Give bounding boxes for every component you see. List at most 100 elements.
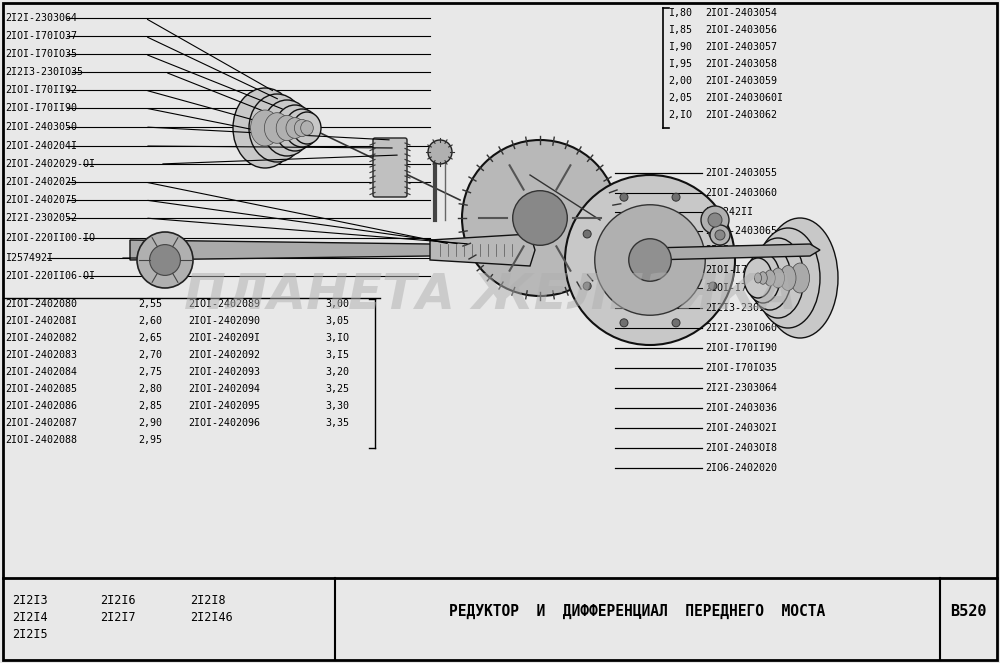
- Circle shape: [672, 193, 680, 201]
- Ellipse shape: [744, 258, 772, 298]
- Text: 2IOI-2402025: 2IOI-2402025: [5, 177, 77, 187]
- Circle shape: [137, 232, 193, 288]
- Circle shape: [710, 225, 730, 245]
- Text: 2IOI-2402075: 2IOI-2402075: [5, 195, 77, 205]
- Text: 2,70: 2,70: [138, 350, 162, 360]
- Text: 2I2I8: 2I2I8: [190, 594, 226, 607]
- Text: 2,80: 2,80: [138, 384, 162, 394]
- Text: 2,60: 2,60: [138, 316, 162, 326]
- Text: 2I2I7: 2I2I7: [100, 611, 136, 624]
- Text: 2IOI-2402088: 2IOI-2402088: [5, 435, 77, 445]
- Ellipse shape: [756, 228, 820, 328]
- FancyBboxPatch shape: [373, 138, 407, 197]
- Text: 2,55: 2,55: [138, 299, 162, 309]
- Circle shape: [462, 140, 618, 296]
- Polygon shape: [130, 240, 440, 260]
- Ellipse shape: [749, 246, 791, 310]
- Text: 2IOI-2403056: 2IOI-2403056: [705, 25, 777, 35]
- Text: 2IOI-2402085: 2IOI-2402085: [5, 384, 77, 394]
- Circle shape: [565, 175, 735, 345]
- Circle shape: [708, 213, 722, 227]
- Ellipse shape: [276, 115, 298, 141]
- Circle shape: [513, 191, 567, 245]
- Text: 2,95: 2,95: [138, 435, 162, 445]
- Text: 2I2I4: 2I2I4: [12, 611, 48, 624]
- Text: 2IOI-220II00-IO: 2IOI-220II00-IO: [5, 233, 95, 243]
- Text: I38242II: I38242II: [705, 207, 753, 217]
- Text: 2IOI-2403O2I: 2IOI-2403O2I: [705, 423, 777, 433]
- Text: 2IOI-2403036: 2IOI-2403036: [705, 403, 777, 413]
- Ellipse shape: [249, 94, 305, 162]
- Ellipse shape: [752, 238, 804, 318]
- Text: 3,IO: 3,IO: [325, 333, 349, 343]
- Text: 2IOI-2402083: 2IOI-2402083: [5, 350, 77, 360]
- Text: 2IOI-2403054: 2IOI-2403054: [705, 8, 777, 18]
- Text: 2,90: 2,90: [138, 418, 162, 428]
- Text: 2I2I-2303064: 2I2I-2303064: [705, 383, 777, 393]
- Ellipse shape: [746, 253, 780, 303]
- Text: I257492I: I257492I: [5, 253, 53, 263]
- Text: 2I2I3-230IO34: 2I2I3-230IO34: [705, 303, 783, 313]
- Text: 2IOI-I70IO35: 2IOI-I70IO35: [705, 363, 777, 373]
- Text: 2IOI-I70IO37: 2IOI-I70IO37: [5, 31, 77, 41]
- Text: 2IOI-I70II92: 2IOI-I70II92: [5, 85, 77, 95]
- Text: 2I2I46: 2I2I46: [190, 611, 233, 624]
- Text: 2IOI-2402094: 2IOI-2402094: [188, 384, 260, 394]
- Circle shape: [629, 239, 671, 281]
- Ellipse shape: [233, 88, 297, 168]
- Circle shape: [150, 245, 180, 275]
- Text: 2IOI-2403OI8: 2IOI-2403OI8: [705, 443, 777, 453]
- Ellipse shape: [771, 268, 784, 288]
- Text: 2IOI-2402086: 2IOI-2402086: [5, 401, 77, 411]
- Ellipse shape: [294, 119, 310, 137]
- Ellipse shape: [765, 270, 775, 286]
- Text: 2,75: 2,75: [138, 367, 162, 377]
- Text: 2I2I-230IO60: 2I2I-230IO60: [705, 323, 777, 333]
- Text: 2IO6-2402020: 2IO6-2402020: [705, 463, 777, 473]
- Text: 2,IO: 2,IO: [668, 110, 692, 120]
- Circle shape: [701, 206, 729, 234]
- Text: 3,30: 3,30: [325, 401, 349, 411]
- Text: 2IOI-2402082: 2IOI-2402082: [5, 333, 77, 343]
- Ellipse shape: [755, 273, 762, 283]
- Text: 2IOI-2402089: 2IOI-2402089: [188, 299, 260, 309]
- Text: 3,20: 3,20: [325, 367, 349, 377]
- Text: I,80: I,80: [668, 8, 692, 18]
- Circle shape: [709, 230, 717, 238]
- Text: 2IOI-2403062: 2IOI-2403062: [705, 110, 777, 120]
- Text: 2I2I-2302052: 2I2I-2302052: [5, 213, 77, 223]
- Text: 2IOI-2403055: 2IOI-2403055: [705, 168, 777, 178]
- Text: В520: В520: [950, 603, 986, 619]
- Polygon shape: [650, 244, 820, 260]
- Text: 2I2I3: 2I2I3: [12, 594, 48, 607]
- Text: 2I2I6: 2I2I6: [100, 594, 136, 607]
- Text: 2,85: 2,85: [138, 401, 162, 411]
- Text: РЕДУКТОР  И  ДИФФЕРЕНЦИАЛ  ПЕРЕДНЕГО  МОСТА: РЕДУКТОР И ДИФФЕРЕНЦИАЛ ПЕРЕДНЕГО МОСТА: [449, 603, 825, 619]
- Text: 3,35: 3,35: [325, 418, 349, 428]
- Text: 2,05: 2,05: [668, 93, 692, 103]
- Text: 2IOI-2403060: 2IOI-2403060: [705, 188, 777, 198]
- Ellipse shape: [251, 110, 279, 146]
- Text: 2IOI-2403050: 2IOI-2403050: [5, 122, 77, 132]
- Circle shape: [620, 193, 628, 201]
- Text: I,90: I,90: [668, 42, 692, 52]
- Text: 2IOI-2403057: 2IOI-2403057: [705, 42, 777, 52]
- Text: 3,00: 3,00: [325, 299, 349, 309]
- Ellipse shape: [293, 112, 321, 144]
- Ellipse shape: [759, 272, 767, 284]
- Polygon shape: [430, 234, 535, 266]
- Ellipse shape: [263, 100, 311, 156]
- Text: 2IOI-I70IO37: 2IOI-I70IO37: [705, 265, 777, 275]
- Text: 2IOI-2402087: 2IOI-2402087: [5, 418, 77, 428]
- Text: 2IOI-2403060I: 2IOI-2403060I: [705, 93, 783, 103]
- Text: 3,I5: 3,I5: [325, 350, 349, 360]
- Text: 2IOI-2402029-OI: 2IOI-2402029-OI: [5, 159, 95, 169]
- Circle shape: [583, 282, 591, 290]
- Ellipse shape: [762, 218, 838, 338]
- Circle shape: [428, 140, 452, 164]
- Circle shape: [715, 230, 725, 240]
- Text: 2,00: 2,00: [668, 76, 692, 86]
- Text: 2IOI-2403066: 2IOI-2403066: [705, 245, 777, 255]
- Ellipse shape: [780, 265, 796, 290]
- Text: I,95: I,95: [668, 59, 692, 69]
